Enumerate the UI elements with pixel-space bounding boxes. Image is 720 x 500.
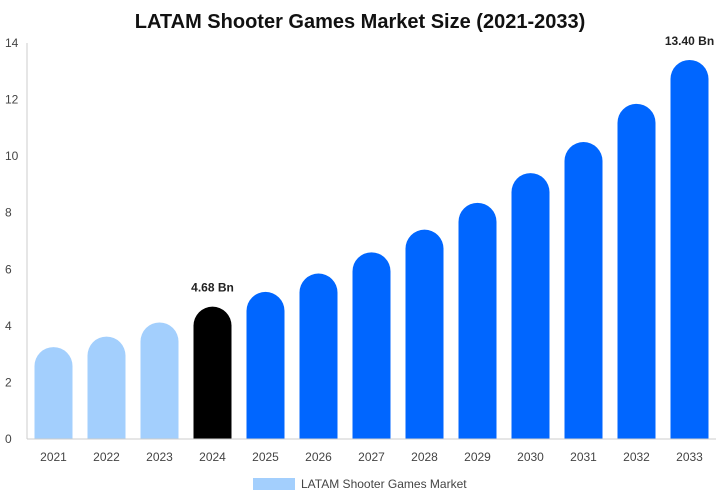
bar-2028[interactable] xyxy=(405,229,444,439)
x-tick-label: 2021 xyxy=(40,450,67,464)
bar-2029[interactable] xyxy=(458,202,497,439)
x-tick-label: 2031 xyxy=(570,450,597,464)
data-label: 4.68 Bn xyxy=(191,281,234,295)
bar-2031[interactable] xyxy=(564,142,603,439)
x-tick-label: 2028 xyxy=(411,450,438,464)
bar-2027[interactable] xyxy=(352,252,391,439)
bar-2026[interactable] xyxy=(299,273,338,439)
data-labels: 4.68 Bn 13.40 Bn xyxy=(191,34,714,295)
y-tick-label: 2 xyxy=(5,375,12,389)
data-label: 13.40 Bn xyxy=(665,34,714,48)
bar-2033[interactable] xyxy=(670,59,709,439)
bar-series xyxy=(34,59,709,440)
legend-label: LATAM Shooter Games Market xyxy=(301,477,467,491)
legend[interactable]: LATAM Shooter Games Market xyxy=(253,477,467,491)
legend-swatch xyxy=(253,478,295,490)
bar-2030[interactable] xyxy=(511,173,550,439)
y-tick-label: 12 xyxy=(5,93,19,107)
y-tick-label: 0 xyxy=(5,432,12,446)
bar-2021[interactable] xyxy=(34,347,73,439)
bar-2024[interactable] xyxy=(193,306,232,439)
x-tick-label: 2029 xyxy=(464,450,491,464)
x-tick-label: 2032 xyxy=(623,450,650,464)
x-tick-label: 2024 xyxy=(199,450,226,464)
y-axis: 0 2 4 6 8 10 12 14 xyxy=(5,36,28,446)
chart-title: LATAM Shooter Games Market Size (2021-20… xyxy=(135,11,586,33)
y-tick-label: 14 xyxy=(5,36,19,50)
x-axis: 2021 2022 2023 2024 2025 2026 2027 2028 2029 2030… xyxy=(27,438,716,464)
x-tick-label: 2027 xyxy=(358,450,385,464)
x-tick-label: 2025 xyxy=(252,450,279,464)
bar-2023[interactable] xyxy=(140,322,179,439)
y-tick-label: 10 xyxy=(5,149,19,163)
bar-2025[interactable] xyxy=(246,291,285,439)
x-tick-label: 2030 xyxy=(517,450,544,464)
x-tick-label: 2023 xyxy=(146,450,173,464)
bar-2032[interactable] xyxy=(617,103,656,440)
x-tick-label: 2026 xyxy=(305,450,332,464)
y-tick-label: 6 xyxy=(5,262,12,276)
x-tick-label: 2022 xyxy=(93,450,120,464)
y-tick-label: 8 xyxy=(5,206,12,220)
y-tick-label: 4 xyxy=(5,319,12,333)
x-tick-label: 2033 xyxy=(676,450,703,464)
bar-2022[interactable] xyxy=(87,336,126,439)
